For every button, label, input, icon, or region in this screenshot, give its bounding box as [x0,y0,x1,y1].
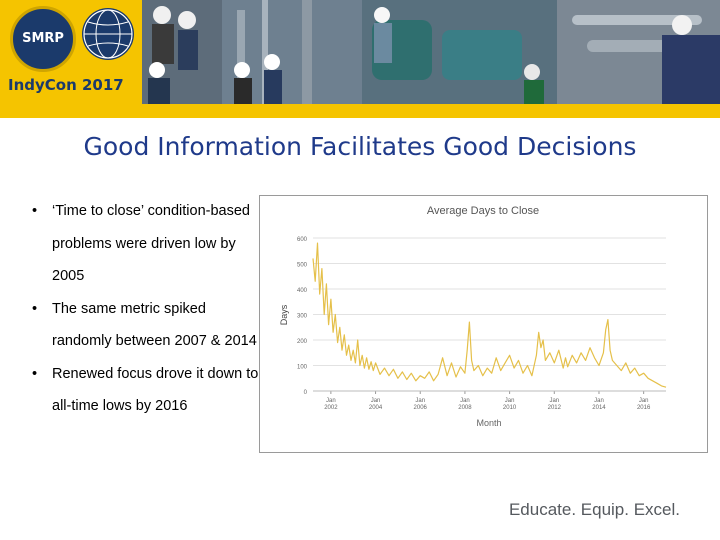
x-tick-label: 2002 [324,405,338,411]
y-tick-label: 0 [304,390,308,396]
event-name: IndyCon 2017 [8,76,124,94]
x-tick-label: 2016 [637,405,651,411]
x-tick-label: Jan [415,398,425,404]
y-tick-label: 400 [297,288,308,294]
x-tick-label: Jan [326,398,336,404]
x-tick-label: Jan [460,398,470,404]
y-axis-label: Days [279,304,289,325]
series-line [312,242,667,388]
banner-yellow-strip [0,104,720,118]
header-banner: SMRP IndyCon 2017 [0,0,720,118]
bullet-marker: • [32,203,38,219]
x-tick-label: 2004 [369,405,383,411]
bullet-item: • Renewed focus drove it down to all-tim… [32,358,262,423]
bullet-item: • ‘Time to close’ condition-based proble… [32,195,262,293]
chart-panel: Average Days to Close 0 100 200 300 400 500 600… [259,195,708,453]
x-tick-label: Jan [371,398,381,404]
logo-panel: SMRP IndyCon 2017 [0,0,142,104]
line-chart: Average Days to Close 0 100 200 300 400 500 600… [279,205,667,428]
bullet-text: The same metric spiked randomly between … [52,300,257,350]
smrp-logo-seal: SMRP [10,6,76,72]
industrial-photo-collage [142,0,720,104]
chart-title: Average Days to Close [427,205,539,217]
y-tick-label: 100 [297,365,308,371]
slide-title: Good Information Facilitates Good Decisi… [83,132,637,161]
bullet-text: ‘Time to close’ condition-based problems… [52,203,250,284]
bullet-item: • The same metric spiked randomly betwee… [32,293,262,358]
x-tick-label: 2006 [414,405,428,411]
bullet-marker: • [32,365,38,382]
x-tick-label: 2012 [548,405,562,411]
x-tick-label: 2014 [592,405,606,411]
x-tick-label: Jan [549,398,559,404]
logo-seal-text: SMRP [22,31,64,46]
x-tick-label: 2010 [503,405,517,411]
footer-tagline: Educate. Equip. Excel. [508,500,680,519]
globe-icon [82,8,134,60]
bullet-marker: • [32,300,38,317]
x-tick-label: 2008 [458,405,472,411]
bullet-list: • ‘Time to close’ condition-based proble… [32,195,262,423]
x-tick-label: Jan [639,398,649,404]
y-tick-label: 300 [297,314,308,320]
y-tick-label: 200 [297,339,308,345]
x-tick-label: Jan [505,398,515,404]
bullet-text: Renewed focus drove it down to all-time … [52,365,259,415]
x-tick-label: Jan [594,398,604,404]
y-tick-label: 500 [297,263,308,269]
x-axis-label: Month [476,418,501,428]
y-tick-label: 600 [297,237,308,243]
